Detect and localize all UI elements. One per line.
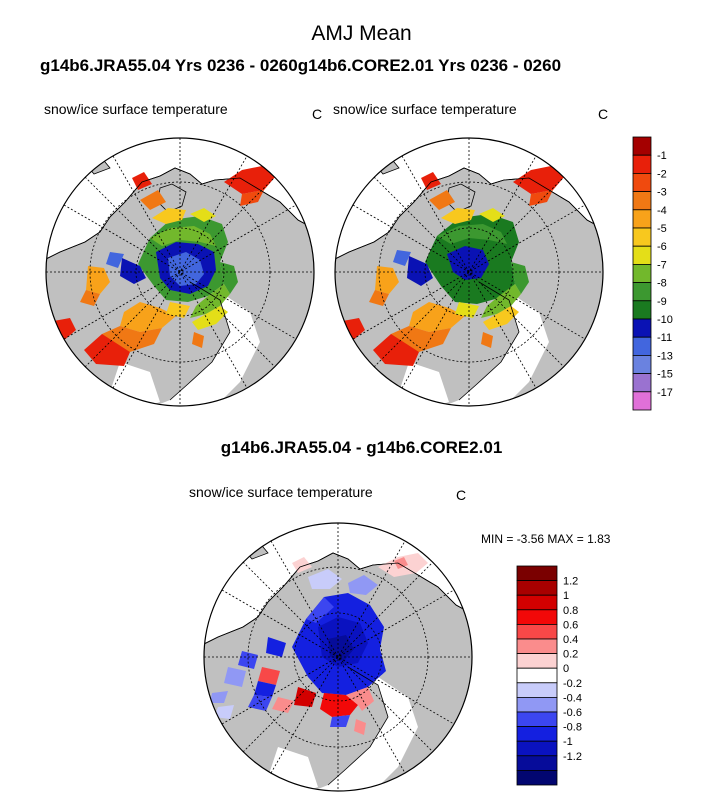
min-max-readout: MIN = -3.56 MAX = 1.83 bbox=[481, 532, 610, 546]
legend-diff-tick-label: 0.2 bbox=[563, 649, 578, 661]
legend-diff-swatch bbox=[516, 726, 558, 742]
legend-top-tick-label: -3 bbox=[657, 187, 667, 199]
legend-top-tick-label: -6 bbox=[657, 241, 667, 253]
legend-top: -1 -2 -3 -4 -5 -6 -7 -8 -9 -10 -11 -13 -15 -17 bbox=[632, 136, 673, 411]
legend-top-tick-label: -17 bbox=[657, 387, 673, 399]
map-panel-1 bbox=[45, 137, 315, 407]
panel-1-label: snow/ice surface temperature bbox=[44, 101, 228, 117]
legend-diff-tick-label: -0.4 bbox=[563, 692, 582, 704]
legend-top-swatch bbox=[632, 245, 652, 265]
legend-top-swatch bbox=[632, 336, 652, 356]
diff-panel-units: C bbox=[456, 487, 467, 503]
legend-diff-tick-label: 0 bbox=[563, 663, 569, 675]
panel-2-units: C bbox=[598, 106, 609, 122]
legend-top-swatch bbox=[632, 172, 652, 192]
legend-top-swatch bbox=[632, 354, 652, 374]
legend-top-tick-label: -7 bbox=[657, 259, 667, 271]
legend-top-swatch bbox=[632, 391, 652, 411]
legend-top-swatch bbox=[632, 263, 652, 283]
legend-top-tick-label: -2 bbox=[657, 168, 667, 180]
legend-diff-swatch bbox=[516, 740, 558, 757]
panel-1-units: C bbox=[312, 106, 323, 122]
legend-top-tick-label: -9 bbox=[657, 296, 667, 308]
legend-diff-swatch bbox=[516, 580, 558, 596]
diff-panel-label: snow/ice surface temperature bbox=[189, 484, 373, 500]
legend-diff-swatch bbox=[516, 638, 558, 655]
legend-diff-swatch bbox=[516, 682, 558, 698]
map-2-content bbox=[335, 138, 603, 406]
legend-diff-tick-label: 1 bbox=[563, 590, 569, 602]
max-value: 1.83 bbox=[587, 532, 611, 546]
legend-diff-swatch bbox=[516, 609, 558, 625]
legend-diff-tick-label: 0.4 bbox=[563, 634, 578, 646]
legend-top-swatch bbox=[632, 191, 652, 211]
map-panel-2 bbox=[334, 137, 604, 407]
legend-top-tick-label: -11 bbox=[657, 332, 672, 344]
legend-diff-swatch bbox=[516, 770, 558, 786]
min-label: MIN = bbox=[481, 532, 514, 546]
legend-top-tick-label: -8 bbox=[657, 278, 667, 290]
legend-top-swatch bbox=[632, 282, 652, 302]
legend-diff-tick-label: -0.8 bbox=[563, 722, 582, 734]
panel-2-label: snow/ice surface temperature bbox=[333, 101, 517, 117]
legend-top-tick-label: -1 bbox=[657, 150, 667, 162]
legend-top-swatch bbox=[632, 227, 652, 247]
case-subtitle: g14b6.JRA55.04 Yrs 0236 - 0260g14b6.CORE… bbox=[40, 56, 562, 75]
map-panel-diff bbox=[203, 522, 473, 792]
legend-diff-tick-label: -0.2 bbox=[563, 678, 582, 690]
legend-diff: 1.2 1 0.8 0.6 0.4 0.2 0 -0.2 -0.4 -0.6 -0.8 -1 -1.2 bbox=[516, 565, 582, 786]
legend-diff-swatch bbox=[516, 755, 558, 771]
legend-diff-tick-label: -0.6 bbox=[563, 707, 582, 719]
legend-diff-swatch bbox=[516, 667, 558, 684]
map-2-land-and-ice bbox=[335, 138, 603, 406]
legend-diff-tick-label: 0.8 bbox=[563, 605, 578, 617]
legend-diff-swatch bbox=[516, 711, 558, 728]
legend-top-swatch bbox=[632, 209, 652, 229]
legend-diff-swatch bbox=[516, 653, 558, 669]
legend-top-tick-label: -10 bbox=[657, 314, 673, 326]
legend-diff-tick-label: 1.2 bbox=[563, 576, 578, 588]
legend-top-tick-label: -5 bbox=[657, 223, 667, 235]
legend-top-swatch bbox=[632, 373, 652, 393]
legend-top-swatch bbox=[632, 154, 652, 174]
main-title: AMJ Mean bbox=[311, 22, 412, 45]
legend-diff-swatch bbox=[516, 594, 558, 611]
min-value: -3.56 bbox=[516, 532, 545, 546]
legend-diff-tick-label: -1 bbox=[563, 736, 573, 748]
legend-diff-tick-label: 0.6 bbox=[563, 619, 578, 631]
legend-top-swatch bbox=[632, 136, 652, 156]
legend-top-tick-label: -4 bbox=[657, 205, 667, 217]
legend-top-swatch bbox=[632, 300, 652, 320]
map-diff-content bbox=[204, 523, 472, 791]
legend-diff-swatch bbox=[516, 697, 558, 713]
legend-diff-tick-label: -1.2 bbox=[563, 751, 582, 763]
legend-diff-swatch bbox=[516, 624, 558, 640]
max-label: MAX = bbox=[547, 532, 584, 546]
map-1-content bbox=[46, 138, 314, 406]
legend-top-tick-label: -13 bbox=[657, 350, 673, 362]
legend-top-tick-label: -15 bbox=[657, 369, 673, 381]
legend-top-swatch bbox=[632, 318, 652, 338]
legend-diff-swatch bbox=[516, 565, 558, 582]
diff-title: g14b6.JRA55.04 - g14b6.CORE2.01 bbox=[220, 438, 503, 457]
